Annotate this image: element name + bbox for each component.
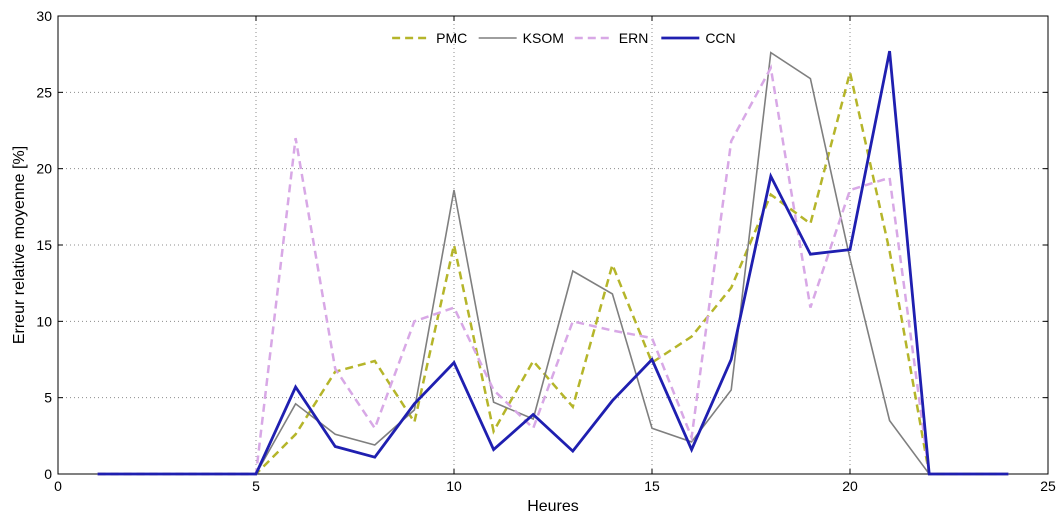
legend: PMC KSOM ERN CCN: [392, 30, 736, 46]
legend-label-ccn: CCN: [705, 30, 735, 46]
x-tick-label: 5: [252, 478, 260, 494]
y-tick-label: 25: [36, 84, 52, 100]
legend-label-ksom: KSOM: [523, 30, 564, 46]
y-tick-label: 30: [36, 8, 52, 24]
series-line-pmc: [97, 72, 1009, 476]
x-tick-label: 0: [54, 478, 62, 494]
y-tick-label: 5: [44, 390, 52, 406]
x-tick-label: 20: [842, 478, 858, 494]
legend-label-ern: ERN: [619, 30, 649, 46]
y-axis-title: Erreur relative moyenne [%]: [11, 146, 28, 344]
series-line-ccn: [97, 50, 1009, 476]
data-series: [97, 50, 1009, 476]
x-tick-label: 15: [644, 478, 660, 494]
legend-label-pmc: PMC: [436, 30, 467, 46]
y-tick-label: 15: [36, 237, 52, 253]
y-tick-label: 10: [36, 313, 52, 329]
grid-lines: [58, 16, 1048, 474]
x-axis-title: Heures: [527, 498, 579, 513]
y-tick-label: 0: [44, 466, 52, 482]
y-tick-label: 20: [36, 161, 52, 177]
x-tick-label: 10: [446, 478, 462, 494]
axis-ticks: 0 5 10 15 20 25 0 5 10 15 20 25 30: [36, 8, 1056, 494]
x-tick-label: 25: [1040, 478, 1056, 494]
series-line-ern: [97, 64, 1009, 476]
